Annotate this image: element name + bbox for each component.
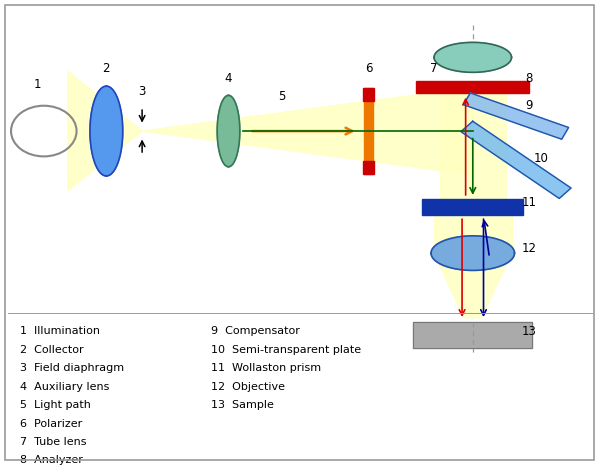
Text: 2  Collector: 2 Collector (20, 345, 83, 355)
Polygon shape (440, 83, 506, 207)
Text: 2: 2 (103, 62, 110, 75)
Polygon shape (364, 88, 373, 174)
Text: 1: 1 (34, 79, 41, 92)
Polygon shape (434, 43, 512, 73)
Polygon shape (416, 81, 529, 93)
Text: 8: 8 (526, 72, 533, 85)
Text: 6: 6 (365, 62, 372, 75)
Text: 6  Polarizer: 6 Polarizer (20, 418, 82, 429)
Text: 9  Compensator: 9 Compensator (211, 327, 299, 336)
Polygon shape (142, 88, 473, 175)
Text: 4  Auxiliary lens: 4 Auxiliary lens (20, 382, 109, 392)
Text: 1  Illumination: 1 Illumination (20, 327, 100, 336)
Text: 11: 11 (522, 196, 537, 209)
Text: 12: 12 (522, 242, 537, 255)
Polygon shape (68, 71, 142, 191)
Text: 13: 13 (522, 325, 537, 338)
Polygon shape (363, 88, 374, 102)
Polygon shape (363, 161, 374, 174)
Polygon shape (434, 207, 512, 253)
Text: 10: 10 (534, 152, 549, 165)
Text: 12  Objective: 12 Objective (211, 382, 284, 392)
Polygon shape (463, 93, 569, 139)
Text: 7: 7 (430, 62, 438, 75)
Text: 3: 3 (139, 85, 146, 98)
Polygon shape (434, 253, 512, 318)
Polygon shape (217, 95, 240, 167)
Text: 3  Field diaphragm: 3 Field diaphragm (20, 363, 124, 373)
Polygon shape (90, 86, 123, 176)
Polygon shape (422, 199, 523, 215)
Polygon shape (413, 322, 532, 349)
Text: 7  Tube lens: 7 Tube lens (20, 437, 86, 447)
Text: 9: 9 (526, 99, 533, 112)
Text: 4: 4 (225, 72, 232, 85)
Polygon shape (461, 121, 571, 198)
Text: 11  Wollaston prism: 11 Wollaston prism (211, 363, 321, 373)
Text: 10  Semi-transparent plate: 10 Semi-transparent plate (211, 345, 361, 355)
Text: 5  Light path: 5 Light path (20, 400, 91, 410)
Text: 5: 5 (278, 90, 286, 103)
Text: 13  Sample: 13 Sample (211, 400, 274, 410)
Text: 8  Analyzer: 8 Analyzer (20, 455, 83, 465)
Polygon shape (431, 236, 515, 271)
